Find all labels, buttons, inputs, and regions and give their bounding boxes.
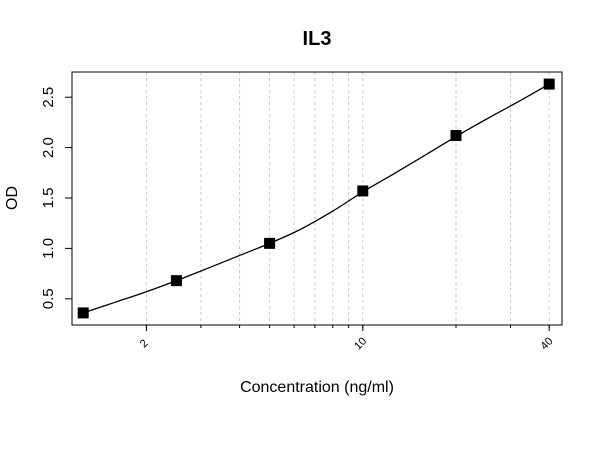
y-tick-label: 1.0	[40, 238, 57, 259]
x-tick-label: 2	[138, 337, 151, 350]
y-tick-label: 0.5	[40, 288, 57, 309]
data-point	[170, 275, 182, 287]
y-axis: 0.5 1.0 1.5 2.0 2.5	[40, 87, 72, 309]
x-axis-label: Concentration (ng/ml)	[240, 379, 394, 396]
data-point	[543, 78, 555, 90]
y-tick-label: 2.5	[40, 87, 57, 108]
data-point	[450, 130, 462, 142]
data-point	[357, 185, 369, 197]
x-tick-label: 10	[352, 335, 369, 352]
plot-frame	[71, 71, 563, 326]
y-tick-label: 2.0	[40, 137, 57, 158]
chart-title: IL3	[303, 28, 332, 50]
y-tick-label: 1.5	[40, 188, 57, 209]
grid-layer	[145, 72, 550, 325]
y-axis-label: OD	[4, 186, 21, 210]
data-points	[77, 78, 555, 319]
data-point	[77, 307, 89, 319]
data-point	[264, 237, 276, 249]
x-axis: 2 10 40	[138, 325, 556, 352]
fit-curve	[83, 83, 550, 314]
x-tick-label: 40	[538, 335, 555, 352]
